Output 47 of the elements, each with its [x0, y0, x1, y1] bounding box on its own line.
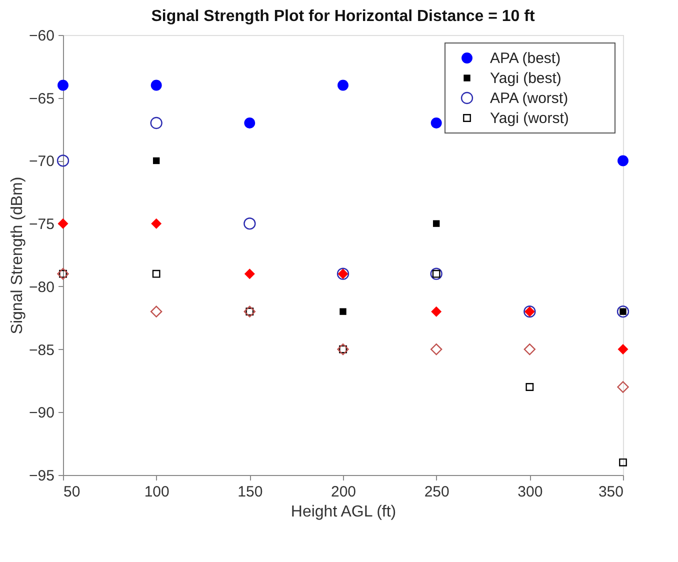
point [56, 154, 70, 167]
x-tick-label: 100 [144, 484, 170, 500]
point [58, 80, 68, 91]
y-tick-label: −65 [29, 90, 54, 108]
y-tick-label: −85 [29, 342, 54, 359]
point [244, 118, 256, 128]
point [430, 343, 442, 356]
x-tick-label: 250 [424, 484, 450, 500]
x-tick-label: 300 [518, 484, 543, 500]
point [618, 344, 628, 355]
point [152, 157, 160, 164]
x-tick-label: 350 [598, 484, 624, 500]
point [150, 306, 162, 318]
legend-label: APA (best) [490, 50, 561, 67]
point [430, 118, 442, 128]
point [244, 218, 256, 230]
point [244, 268, 255, 280]
point [432, 220, 440, 227]
y-axis-title: Signal Strength (dBm) [9, 176, 26, 334]
point [616, 306, 630, 318]
point [526, 383, 534, 391]
y-tick-label: −80 [29, 278, 54, 296]
point [151, 218, 162, 229]
x-axis-title: Height AGL (ft) [290, 504, 396, 520]
point [340, 308, 346, 315]
point [150, 80, 162, 91]
x-tick-label: 200 [330, 484, 356, 500]
y-tick-label: −60 [29, 28, 54, 44]
point [152, 270, 160, 278]
point [58, 218, 68, 229]
legend-label: Yagi (best) [490, 70, 562, 87]
point [617, 381, 629, 393]
chart-title: Signal Strength Plot for Horizontal Distance = 10 ft [151, 8, 536, 25]
y-tick-label: −75 [29, 216, 54, 234]
y-tick-label: −90 [29, 404, 54, 422]
x-tick-label: 150 [238, 484, 263, 500]
legend-label: Yagi (worst) [490, 110, 569, 127]
y-tick-label: −70 [29, 153, 54, 170]
y-tick-label: −95 [29, 468, 54, 484]
x-tick-label: 50 [64, 484, 80, 500]
point [150, 116, 162, 130]
point [618, 155, 628, 166]
legend-label: APA (worst) [490, 90, 568, 107]
point [524, 343, 536, 356]
point [338, 80, 348, 91]
point [431, 306, 442, 317]
point [619, 458, 627, 466]
